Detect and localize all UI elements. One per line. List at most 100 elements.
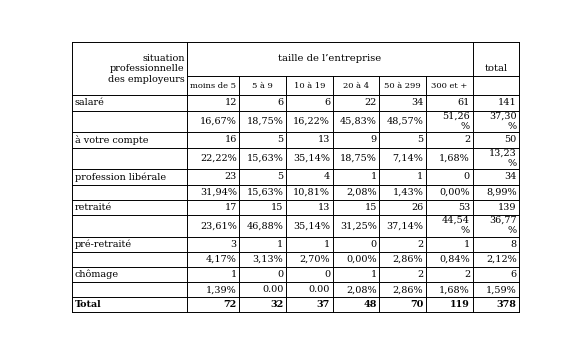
Text: 3,13%: 3,13% — [253, 255, 283, 264]
Text: total: total — [485, 64, 508, 73]
Text: 44,54
%: 44,54 % — [442, 216, 470, 236]
Text: 1,59%: 1,59% — [486, 285, 516, 294]
Text: à votre compte: à votre compte — [75, 135, 148, 145]
Text: 1: 1 — [417, 172, 424, 181]
Text: 1,39%: 1,39% — [206, 285, 237, 294]
Text: 51,26
%: 51,26 % — [442, 112, 470, 131]
Text: profession libérale: profession libérale — [75, 172, 166, 182]
Text: moins de 5: moins de 5 — [190, 81, 237, 90]
Text: 48: 48 — [364, 300, 377, 309]
Text: 32: 32 — [270, 300, 283, 309]
Text: 37,14%: 37,14% — [387, 221, 424, 230]
Text: 3: 3 — [231, 240, 237, 249]
Text: 18,75%: 18,75% — [246, 117, 283, 126]
Text: 2: 2 — [417, 270, 424, 279]
Text: 34: 34 — [411, 99, 424, 107]
Text: 2: 2 — [464, 270, 470, 279]
Text: 12: 12 — [224, 99, 237, 107]
Text: 20 à 4: 20 à 4 — [343, 81, 369, 90]
Text: situation
professionnelle
des employeurs: situation professionnelle des employeurs — [108, 54, 185, 84]
Text: 61: 61 — [458, 99, 470, 107]
Text: 70: 70 — [410, 300, 424, 309]
Text: 9: 9 — [370, 135, 377, 145]
Text: 1: 1 — [277, 240, 283, 249]
Text: 139: 139 — [498, 203, 516, 212]
Text: 2,86%: 2,86% — [393, 255, 424, 264]
Text: 2,12%: 2,12% — [486, 255, 516, 264]
Text: 34: 34 — [504, 172, 516, 181]
Text: 5: 5 — [278, 172, 283, 181]
Text: 2,08%: 2,08% — [346, 285, 377, 294]
Text: 15: 15 — [364, 203, 377, 212]
Text: 0,00%: 0,00% — [346, 255, 377, 264]
Text: 2,70%: 2,70% — [299, 255, 330, 264]
Text: 10 à 19: 10 à 19 — [294, 81, 325, 90]
Text: 48,57%: 48,57% — [387, 117, 424, 126]
Text: 15,63%: 15,63% — [246, 187, 283, 197]
Text: 7,14%: 7,14% — [392, 154, 424, 163]
Text: taille de l’entreprise: taille de l’entreprise — [278, 54, 381, 64]
Text: 72: 72 — [223, 300, 237, 309]
Text: 36,77
%: 36,77 % — [489, 216, 516, 236]
Text: 1: 1 — [231, 270, 237, 279]
Text: 13: 13 — [318, 203, 330, 212]
Text: 0.00: 0.00 — [309, 285, 330, 294]
Text: 23,61%: 23,61% — [200, 221, 237, 230]
Text: 22: 22 — [365, 99, 377, 107]
Text: 16: 16 — [224, 135, 237, 145]
Text: 1,68%: 1,68% — [439, 154, 470, 163]
Text: 46,88%: 46,88% — [246, 221, 283, 230]
Text: 17: 17 — [224, 203, 237, 212]
Text: 1: 1 — [370, 172, 377, 181]
Text: 22,22%: 22,22% — [200, 154, 237, 163]
Text: 0: 0 — [278, 270, 283, 279]
Text: 5: 5 — [278, 135, 283, 145]
Text: retraité: retraité — [75, 203, 112, 212]
Text: salaré: salaré — [75, 99, 104, 107]
Text: Total: Total — [75, 300, 102, 309]
Text: 2: 2 — [464, 135, 470, 145]
Text: 300 et +: 300 et + — [431, 81, 467, 90]
Text: 16,22%: 16,22% — [293, 117, 330, 126]
Text: 53: 53 — [458, 203, 470, 212]
Text: 8: 8 — [511, 240, 516, 249]
Text: 50 à 299: 50 à 299 — [384, 81, 421, 90]
Text: 45,83%: 45,83% — [340, 117, 377, 126]
Text: 378: 378 — [497, 300, 516, 309]
Text: 0,84%: 0,84% — [439, 255, 470, 264]
Text: 0,00%: 0,00% — [439, 187, 470, 197]
Text: 4,17%: 4,17% — [206, 255, 237, 264]
Text: 0: 0 — [324, 270, 330, 279]
Text: 141: 141 — [498, 99, 516, 107]
Text: 1,43%: 1,43% — [392, 187, 424, 197]
Text: chômage: chômage — [75, 270, 119, 279]
Text: 6: 6 — [511, 270, 516, 279]
Text: 13,23
%: 13,23 % — [489, 149, 516, 168]
Text: 1: 1 — [464, 240, 470, 249]
Text: 119: 119 — [450, 300, 470, 309]
Text: 0.00: 0.00 — [262, 285, 283, 294]
Text: 18,75%: 18,75% — [340, 154, 377, 163]
Text: 2,86%: 2,86% — [393, 285, 424, 294]
Text: 16,67%: 16,67% — [200, 117, 237, 126]
Text: 1: 1 — [324, 240, 330, 249]
Text: 31,94%: 31,94% — [200, 187, 237, 197]
Text: 35,14%: 35,14% — [293, 154, 330, 163]
Text: 5: 5 — [417, 135, 424, 145]
Text: 1,68%: 1,68% — [439, 285, 470, 294]
Text: 0: 0 — [370, 240, 377, 249]
Text: 5 à 9: 5 à 9 — [252, 81, 273, 90]
Text: 26: 26 — [411, 203, 424, 212]
Text: 15: 15 — [271, 203, 283, 212]
Text: 23: 23 — [224, 172, 237, 181]
Text: 10,81%: 10,81% — [293, 187, 330, 197]
Text: 2: 2 — [417, 240, 424, 249]
Text: 31,25%: 31,25% — [340, 221, 377, 230]
Text: pré-retraité: pré-retraité — [75, 239, 132, 249]
Text: 8,99%: 8,99% — [486, 187, 516, 197]
Text: 50: 50 — [504, 135, 516, 145]
Text: 37,30
%: 37,30 % — [489, 112, 516, 131]
Text: 6: 6 — [278, 99, 283, 107]
Text: 2,08%: 2,08% — [346, 187, 377, 197]
Text: 35,14%: 35,14% — [293, 221, 330, 230]
